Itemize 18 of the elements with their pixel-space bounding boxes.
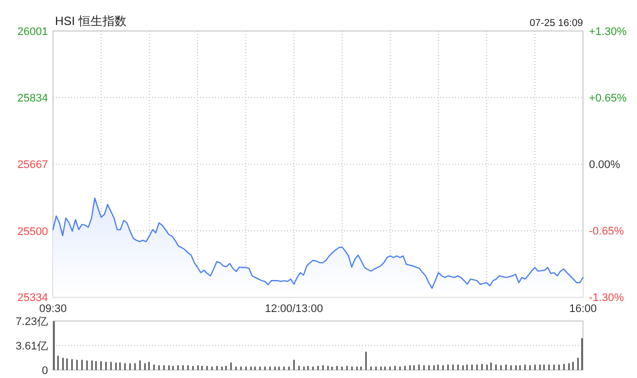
y-tick-label: 25500 [17, 226, 48, 238]
y2-tick-label: +1.30% [589, 26, 627, 38]
y2-tick-label: -0.65% [589, 226, 624, 238]
y2-tick-label: +0.65% [589, 92, 627, 104]
y-tick-label: 25834 [17, 92, 48, 105]
y2-tick-label: -1.30% [589, 292, 624, 304]
y-tick-label: 0 [42, 365, 48, 377]
chart-title: HSI 恒生指数 [55, 14, 126, 28]
y2-tick-label: 0.00% [589, 159, 620, 171]
x-tick-label: 12:00/13:00 [264, 303, 323, 315]
y-tick-label: 25334 [17, 292, 48, 304]
text: 07-25 16:09 [530, 18, 584, 29]
x-tick-label: 09:30 [39, 303, 67, 315]
y-tick-label: 26001 [17, 26, 48, 38]
y-tick-label: 3.61亿 [16, 340, 48, 353]
y-tick-label: 7.23亿 [16, 316, 48, 328]
x-tick-label: 16:00 [569, 303, 597, 315]
y-tick-label: 25667 [17, 159, 48, 172]
